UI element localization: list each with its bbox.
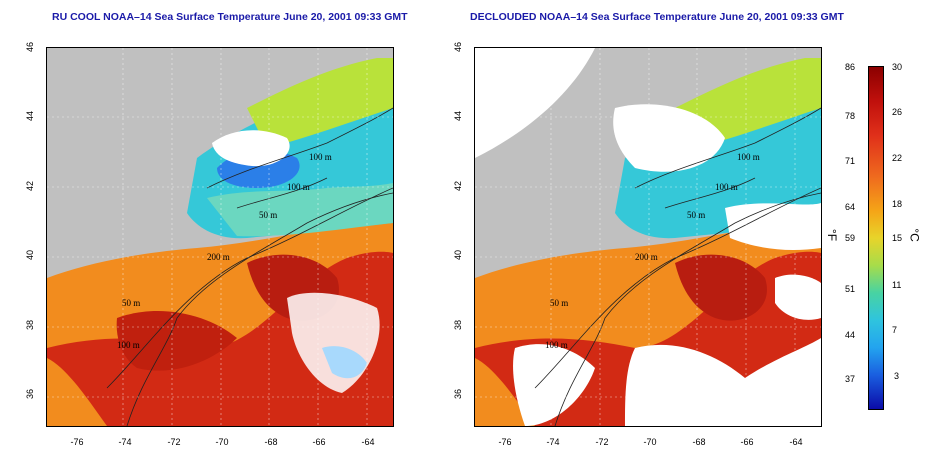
contour-label: 50 m xyxy=(122,298,140,308)
contour-label: 100 m xyxy=(545,340,568,350)
contour-label: 100 m xyxy=(737,152,760,162)
fahrenheit-tick: 86 xyxy=(845,62,856,72)
y-tick-label: 44 xyxy=(453,111,463,122)
sst-map-declouded-image: 100 m 100 m 50 m 200 m 50 m 100 m xyxy=(475,48,821,426)
x-tick-label: -72 xyxy=(167,437,181,447)
y-tick-label: 42 xyxy=(25,181,35,192)
fahrenheit-tick: 44 xyxy=(845,330,856,340)
y-tick-label: 40 xyxy=(25,250,35,261)
x-tick-label: -70 xyxy=(643,437,657,447)
contour-label: 100 m xyxy=(715,182,738,192)
contour-label: 100 m xyxy=(117,340,140,350)
x-tick-label: -74 xyxy=(546,437,560,447)
sst-map-cloudy-image: 100 m 100 m 50 m 200 m 50 m 100 m xyxy=(47,48,393,426)
celsius-tick: 11 xyxy=(892,280,902,290)
left-map-title: RU COOL NOAA–14 Sea Surface Temperature … xyxy=(52,11,408,23)
y-tick-label: 36 xyxy=(25,389,35,400)
fahrenheit-tick: 59 xyxy=(845,233,856,243)
fahrenheit-tick: 51 xyxy=(845,284,856,294)
contour-label: 200 m xyxy=(635,252,658,262)
y-tick-label: 44 xyxy=(25,111,35,122)
celsius-tick: 18 xyxy=(892,199,903,209)
sst-map-cloudy: 100 m 100 m 50 m 200 m 50 m 100 m xyxy=(46,47,394,427)
contour-label: 100 m xyxy=(309,152,332,162)
celsius-tick: 22 xyxy=(892,153,903,163)
x-tick-label: -66 xyxy=(312,437,326,447)
x-tick-label: -66 xyxy=(740,437,754,447)
celsius-tick: 26 xyxy=(892,107,903,117)
x-tick-label: -70 xyxy=(215,437,229,447)
y-tick-label: 40 xyxy=(453,250,463,261)
temperature-colorbar xyxy=(868,66,884,410)
x-tick-label: -74 xyxy=(118,437,132,447)
celsius-unit-label: °C xyxy=(907,228,922,242)
celsius-tick: 30 xyxy=(892,62,903,72)
y-tick-label: 38 xyxy=(453,320,463,331)
y-tick-label: 46 xyxy=(453,42,463,53)
fahrenheit-tick: 37 xyxy=(845,374,856,384)
x-tick-label: -68 xyxy=(264,437,278,447)
x-tick-label: -64 xyxy=(361,437,375,447)
fahrenheit-tick: 71 xyxy=(845,156,856,166)
contour-label: 50 m xyxy=(687,210,705,220)
x-tick-label: -64 xyxy=(789,437,803,447)
x-tick-label: -72 xyxy=(595,437,609,447)
contour-label: 200 m xyxy=(207,252,230,262)
celsius-tick: 3 xyxy=(894,371,900,381)
y-tick-label: 42 xyxy=(453,181,463,192)
sst-map-declouded: 100 m 100 m 50 m 200 m 50 m 100 m xyxy=(474,47,822,427)
y-tick-label: 36 xyxy=(453,389,463,400)
right-map-title: DECLOUDED NOAA–14 Sea Surface Temperatur… xyxy=(470,11,844,23)
celsius-tick: 15 xyxy=(892,233,903,243)
y-tick-label: 38 xyxy=(25,320,35,331)
fahrenheit-tick: 78 xyxy=(845,111,856,121)
fahrenheit-unit-label: °F xyxy=(825,228,840,242)
contour-label: 50 m xyxy=(550,298,568,308)
y-tick-label: 46 xyxy=(25,42,35,53)
x-tick-label: -76 xyxy=(70,437,84,447)
contour-label: 100 m xyxy=(287,182,310,192)
x-tick-label: -76 xyxy=(498,437,512,447)
contour-label: 50 m xyxy=(259,210,277,220)
x-tick-label: -68 xyxy=(692,437,706,447)
celsius-tick: 7 xyxy=(892,325,898,335)
fahrenheit-tick: 64 xyxy=(845,202,856,212)
